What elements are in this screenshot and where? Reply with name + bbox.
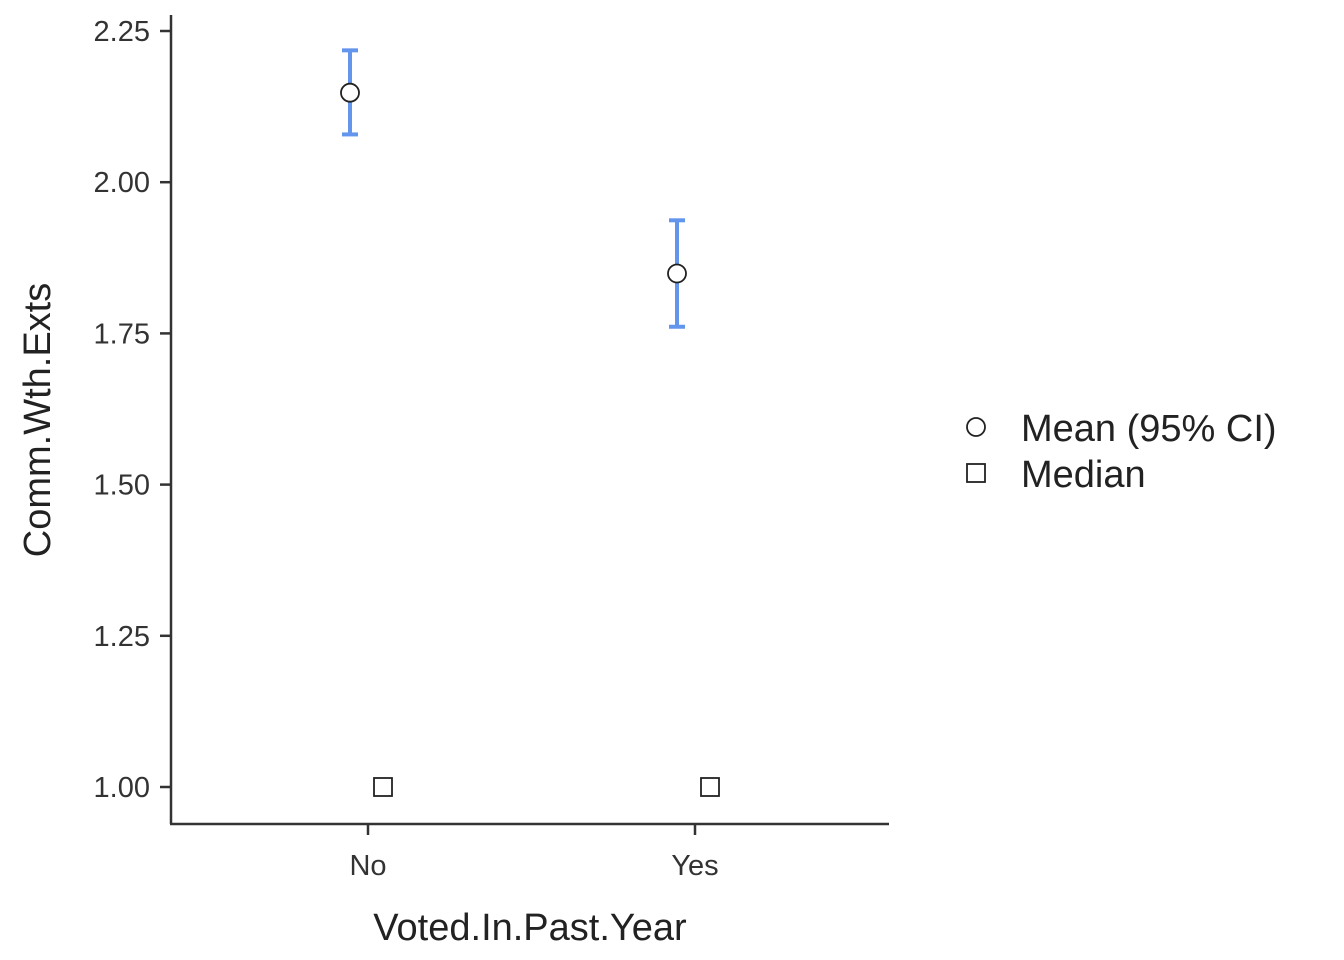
median-point-yes xyxy=(700,777,720,797)
x-tick-label: Yes xyxy=(671,850,718,882)
y-tick-label: 1.25 xyxy=(94,621,150,653)
legend: Mean (95% CI)Median xyxy=(966,408,1277,496)
legend-square-icon xyxy=(966,463,986,483)
legend-label: Mean (95% CI) xyxy=(1021,408,1277,450)
median-point-no xyxy=(373,777,393,797)
x-axis-ticks: No Yes xyxy=(349,824,719,882)
y-tick-label: 1.75 xyxy=(94,318,150,350)
legend-item-mean: Mean (95% CI) xyxy=(966,408,1277,450)
mean-point-no xyxy=(340,82,360,103)
x-tick-label: No xyxy=(349,850,386,882)
legend-circle-icon xyxy=(966,417,986,437)
y-tick-label: 2.25 xyxy=(94,16,150,48)
y-tick-label: 1.50 xyxy=(94,470,150,502)
plot-area xyxy=(340,48,720,797)
legend-item-median: Median xyxy=(966,454,1146,496)
mean-point-yes xyxy=(667,263,687,284)
y-tick-label: 1.00 xyxy=(94,772,150,804)
y-axis-ticks: 1.00 1.25 1.50 1.75 2.00 2.25 xyxy=(94,16,171,804)
legend-label: Median xyxy=(1021,454,1146,496)
x-axis-title: Voted.In.Past.Year xyxy=(373,907,687,949)
y-axis-title: Comm.Wth.Exts xyxy=(17,283,59,557)
y-tick-label: 2.00 xyxy=(94,167,150,199)
